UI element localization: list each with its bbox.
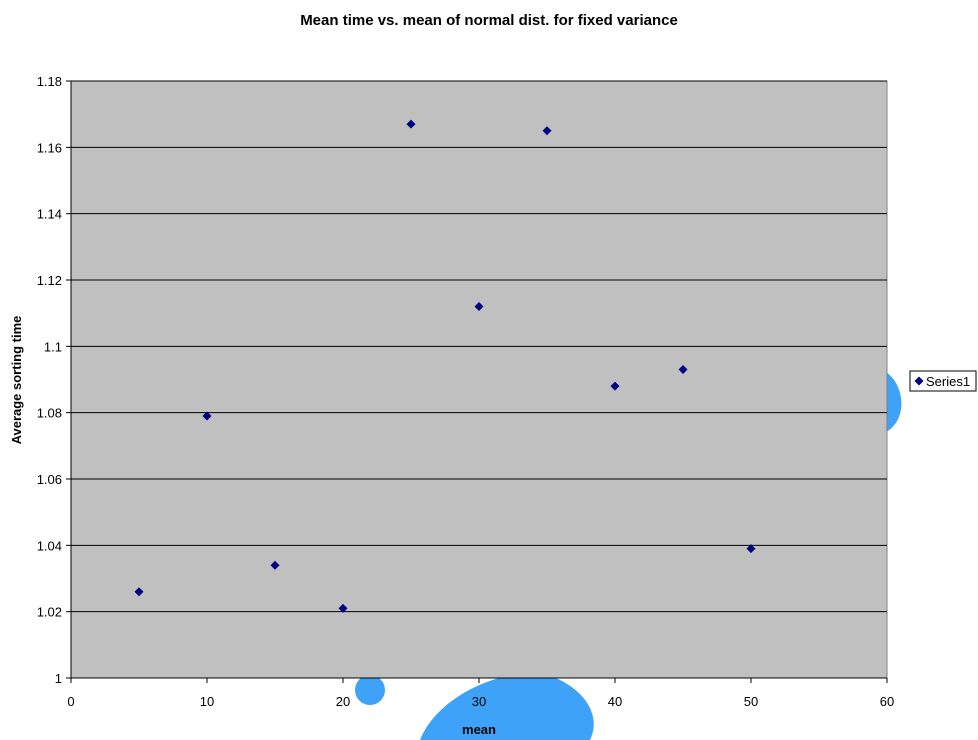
data-point — [746, 544, 756, 554]
watermark-dot — [355, 675, 385, 705]
y-tick-label: 1.14 — [37, 207, 62, 222]
y-tick-label: 1.12 — [37, 273, 62, 288]
y-tick-label: 1.04 — [37, 538, 62, 553]
y-axis-ticks: 1 1.02 1.04 1.06 1.08 1.1 1.12 1.14 1.16 1.18 — [37, 74, 71, 686]
legend-marker-diamond-icon — [914, 376, 924, 386]
y-tick-label: 1.02 — [37, 605, 62, 620]
legend: Series1 — [909, 370, 977, 392]
data-point — [542, 126, 552, 136]
x-tick-label: 40 — [608, 694, 622, 709]
x-tick-label: 60 — [880, 694, 894, 709]
x-axis-label: mean — [462, 722, 496, 737]
y-tick-label: 1.18 — [37, 74, 62, 89]
y-tick-label: 1.16 — [37, 140, 62, 155]
data-point — [678, 365, 688, 375]
watermark-logo — [355, 372, 902, 740]
legend-box — [909, 370, 977, 392]
x-tick-label: 50 — [744, 694, 758, 709]
gridlines — [71, 80, 887, 613]
y-tick-label: 1.08 — [37, 406, 62, 421]
x-tick-label: 30 — [472, 694, 486, 709]
y-tick-label: 1 — [55, 671, 62, 686]
data-point — [270, 560, 280, 570]
x-tick-label: 0 — [67, 694, 74, 709]
data-point — [406, 119, 416, 129]
watermark-swoosh — [420, 673, 594, 740]
x-tick-label: 10 — [200, 694, 214, 709]
legend-label-series1: Series1 — [926, 374, 970, 389]
data-point — [338, 603, 348, 613]
data-point — [474, 302, 484, 312]
y-axis-label: Average sorting time — [9, 316, 24, 445]
data-point — [610, 381, 620, 391]
plot-area — [70, 80, 888, 679]
data-points — [134, 119, 756, 613]
data-point — [202, 411, 212, 421]
x-axis-ticks: 0 10 20 30 40 50 60 — [67, 678, 894, 709]
watermark-arc — [886, 372, 902, 432]
data-point — [134, 587, 144, 597]
chart-title: Mean time vs. mean of normal dist. for f… — [300, 12, 678, 29]
x-tick-label: 20 — [336, 694, 350, 709]
y-tick-label: 1.06 — [37, 472, 62, 487]
y-tick-label: 1.1 — [44, 339, 62, 354]
